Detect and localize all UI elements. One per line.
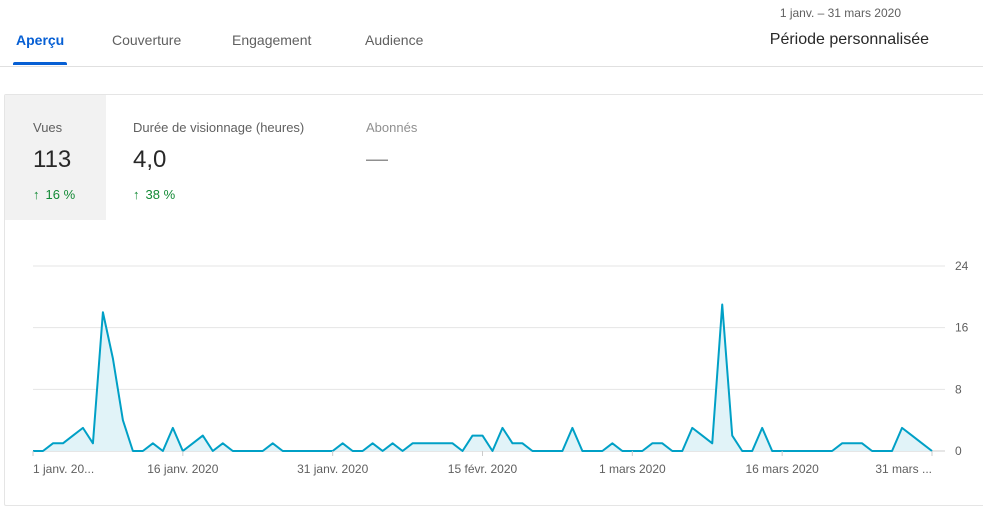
tab-apercu[interactable]: Aperçu	[16, 32, 65, 48]
metric-watch-time[interactable]: Durée de visionnage (heures) 4,0 ↑ 38 %	[106, 95, 336, 220]
y-tick-label: 24	[955, 259, 969, 273]
metric-views-change: ↑ 16 %	[33, 187, 75, 202]
date-range: 1 janv. – 31 mars 2020	[779, 6, 901, 20]
metric-watch-time-change: ↑ 38 %	[133, 187, 175, 202]
y-tick-label: 16	[955, 321, 969, 335]
y-tick-label: 0	[955, 444, 962, 458]
metric-subscribers-label: Abonnés	[366, 120, 418, 135]
period-selector[interactable]: Période personnalisée	[769, 31, 929, 48]
metric-views-label: Vues	[33, 120, 63, 135]
metric-subscribers-value: —	[366, 146, 388, 171]
metric-views-change-value: 16 %	[45, 187, 76, 202]
views-line-chart: 24 16 8 0 1 janv. 20... 16 janv. 2020 31 janv.…	[32, 259, 969, 476]
x-tick-label: 31 janv. 2020	[297, 462, 368, 476]
x-tick-label: 15 févr. 2020	[448, 462, 518, 476]
x-tick-label: 16 janv. 2020	[147, 462, 218, 476]
metric-views[interactable]: Vues 113 ↑ 16 %	[5, 95, 106, 220]
x-tick-label: 1 mars 2020	[599, 462, 666, 476]
tab-couverture[interactable]: Couverture	[112, 32, 182, 48]
metric-watch-time-label: Durée de visionnage (heures)	[133, 120, 305, 135]
metric-views-value: 113	[33, 146, 72, 173]
series-line	[33, 303, 933, 452]
x-tick-label: 16 mars 2020	[745, 462, 819, 476]
tab-audience[interactable]: Audience	[365, 32, 424, 48]
active-tab-indicator	[13, 62, 67, 65]
y-tick-label: 8	[955, 382, 962, 396]
metric-watch-time-value: 4,0	[133, 146, 167, 173]
metric-subscribers[interactable]: Abonnés —	[336, 95, 496, 220]
arrow-up-icon: ↑	[33, 187, 40, 202]
metric-watch-time-change-value: 38 %	[145, 187, 176, 202]
tab-engagement[interactable]: Engagement	[232, 32, 312, 48]
analytics-card: Vues 113 ↑ 16 % Durée de visionnage (heur…	[4, 94, 983, 506]
series-area	[33, 304, 932, 451]
tab-bar: Aperçu Couverture Engagement Audience 1 …	[0, 0, 983, 67]
x-tick-label: 31 mars ...	[875, 462, 932, 476]
x-tick-label: 1 janv. 20...	[33, 462, 94, 476]
arrow-up-icon: ↑	[133, 187, 140, 202]
